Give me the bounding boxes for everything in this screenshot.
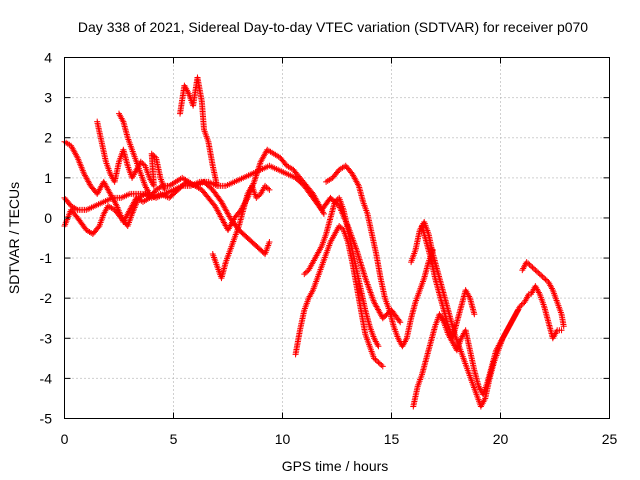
data-point <box>517 303 524 310</box>
data-point <box>397 319 404 326</box>
series-track-8 <box>292 222 386 370</box>
data-point <box>139 160 146 167</box>
data-point <box>526 261 533 268</box>
data-point <box>558 327 565 334</box>
data-point <box>151 153 158 160</box>
data-point <box>161 186 168 193</box>
data-point <box>471 311 478 318</box>
data-point <box>320 210 327 217</box>
series-track-11 <box>408 218 532 410</box>
data-point <box>302 269 309 276</box>
data-point <box>373 358 380 365</box>
y-tick-label: -1 <box>40 250 53 266</box>
series-track-15 <box>528 283 565 342</box>
data-point <box>532 267 539 274</box>
series-track-9 <box>301 194 382 350</box>
data-point <box>396 317 403 324</box>
data-point <box>371 355 378 362</box>
data-point <box>339 225 346 232</box>
data-point <box>533 268 540 275</box>
data-point <box>530 265 537 272</box>
data-point <box>214 182 221 189</box>
series-track-10 <box>323 162 436 350</box>
y-tick-label: -3 <box>40 330 53 346</box>
series-track-13 <box>419 222 478 342</box>
series-track-4 <box>94 118 168 193</box>
data-point <box>375 359 382 366</box>
y-tick-label: -5 <box>40 411 53 427</box>
y-axis-label: SDTVAR / TECUs <box>6 182 22 294</box>
data-point <box>140 161 147 168</box>
data-point <box>146 190 153 197</box>
series-track-14 <box>519 259 567 330</box>
data-point <box>539 273 546 280</box>
x-axis-label: GPS time / hours <box>282 458 389 474</box>
y-tick-label: 4 <box>44 50 52 66</box>
data-point <box>542 276 549 283</box>
grid-lines <box>64 57 610 419</box>
data-point <box>254 193 261 200</box>
data-point <box>538 272 545 279</box>
series-track-2 <box>61 178 273 258</box>
data-point <box>148 150 155 157</box>
data-point <box>264 185 271 192</box>
series-track-6 <box>177 74 221 189</box>
data-point <box>514 307 521 314</box>
x-tick-label: 25 <box>602 431 618 447</box>
data-point <box>333 197 340 204</box>
series-track-5 <box>116 110 153 197</box>
x-tick-label: 5 <box>170 431 178 447</box>
data-point <box>95 224 102 231</box>
data-point <box>266 186 273 193</box>
y-tick-labels: -5 -4 -3 -2 -1 0 1 2 3 4 <box>40 50 53 427</box>
data-point <box>150 152 157 159</box>
y-tick-label: -2 <box>40 290 53 306</box>
y-tick-label: -4 <box>40 370 53 386</box>
data-point <box>266 239 273 246</box>
data-point <box>535 269 542 276</box>
series-track-12 <box>410 307 521 410</box>
data-point <box>253 194 260 201</box>
data-markers <box>61 74 567 410</box>
data-point <box>528 263 535 270</box>
data-point <box>560 323 567 330</box>
data-point <box>379 363 386 370</box>
x-tick-label: 20 <box>493 431 509 447</box>
x-tick-label: 15 <box>384 431 400 447</box>
data-point <box>376 360 383 367</box>
plot-frame <box>64 57 610 419</box>
x-tick-labels: 0 5 10 15 20 25 <box>61 431 618 447</box>
data-point <box>518 301 525 308</box>
data-point <box>262 182 269 189</box>
chart-title: Day 338 of 2021, Sidereal Day-to-day VTE… <box>78 19 588 35</box>
data-point <box>331 198 338 205</box>
data-point <box>523 259 530 266</box>
data-point <box>536 271 543 278</box>
data-point <box>372 356 379 363</box>
x-tick-label: 10 <box>275 431 291 447</box>
series-track-7 <box>209 182 273 282</box>
data-point <box>337 224 344 231</box>
data-point <box>263 184 270 191</box>
data-point <box>336 222 343 229</box>
data-point <box>541 275 548 282</box>
x-tick-label: 0 <box>61 431 69 447</box>
data-point <box>529 264 536 271</box>
data-point <box>378 362 385 369</box>
data-point <box>375 343 382 350</box>
data-point <box>525 260 532 267</box>
y-tick-label: 1 <box>44 170 52 186</box>
axis-ticks <box>64 57 610 419</box>
y-tick-label: 2 <box>44 130 52 146</box>
data-point <box>301 271 308 278</box>
y-tick-label: 3 <box>44 90 52 106</box>
y-tick-label: 0 <box>44 210 52 226</box>
